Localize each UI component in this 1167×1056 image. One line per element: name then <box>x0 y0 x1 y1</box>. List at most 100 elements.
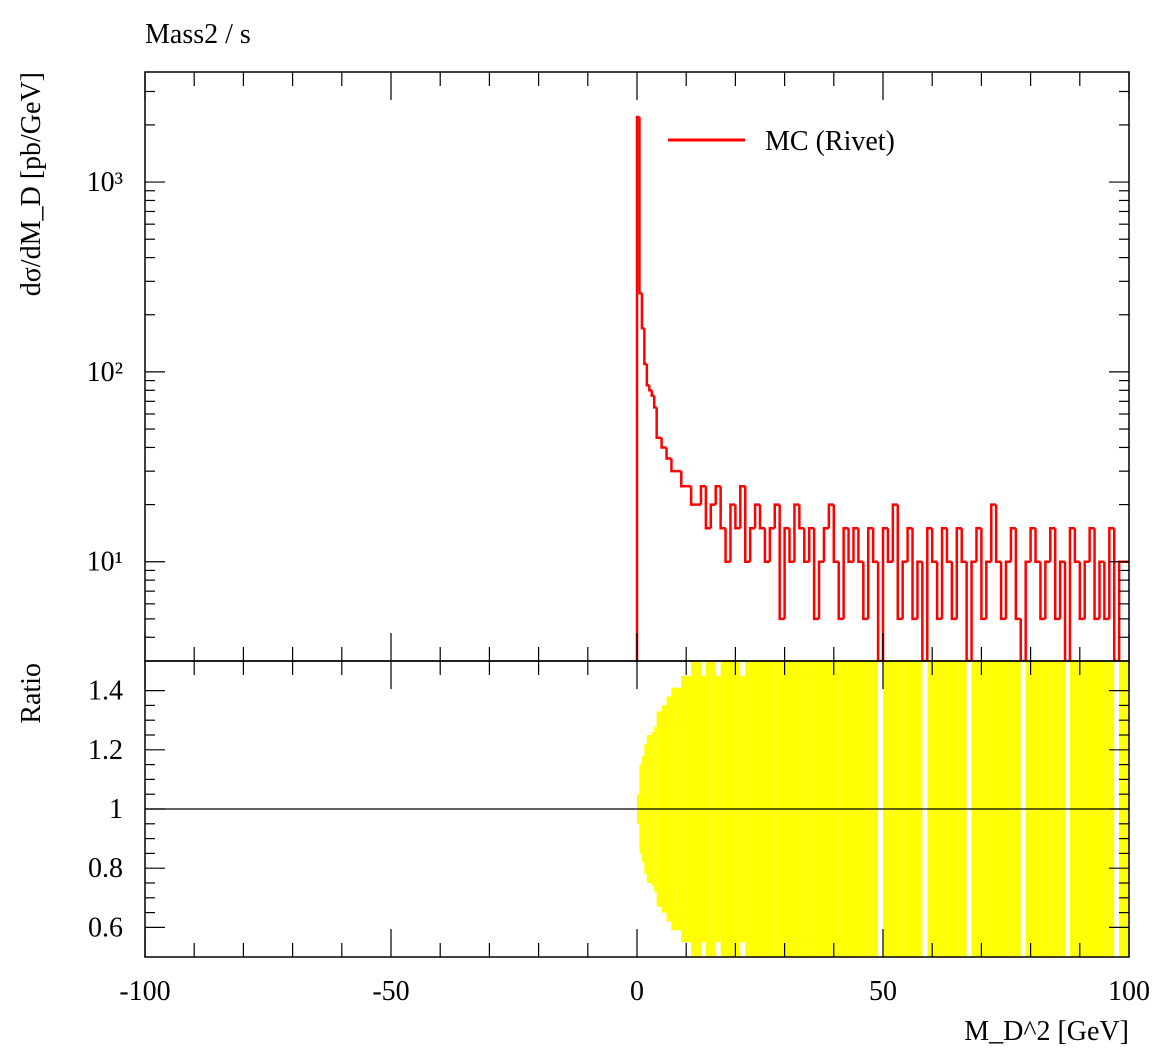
ratio-y-tick-label: 1.2 <box>88 735 123 766</box>
histogram-bin <box>842 527 849 619</box>
histogram-bin <box>862 561 869 621</box>
histogram-bin <box>940 527 947 619</box>
x-tick-label: 50 <box>869 976 897 1007</box>
axes: -100 -50 0 50 100 10¹ 10² 10³ 0.6 0.8 1 1.2 1.4 MC (R… <box>87 71 1150 1007</box>
histogram-bin <box>950 561 957 621</box>
x-tick-label: 0 <box>630 976 644 1007</box>
histogram-bin <box>1004 560 1011 619</box>
histogram-bin <box>807 527 815 562</box>
histogram-bin <box>643 328 647 366</box>
histogram-bin <box>1063 561 1070 661</box>
histogram-bin <box>748 527 756 562</box>
histogram-bin <box>655 407 662 439</box>
histogram-bin <box>699 484 706 505</box>
histogram-bin <box>1068 527 1075 661</box>
histogram-bin <box>665 447 672 460</box>
histogram-bin <box>1073 528 1080 563</box>
histogram-bin <box>916 560 923 619</box>
histogram-bin <box>1088 527 1095 562</box>
histogram-bin <box>1044 560 1051 619</box>
histogram-bin <box>753 503 760 529</box>
histogram-bin <box>906 527 913 562</box>
histogram-bin <box>803 528 810 563</box>
histogram-bin <box>660 437 667 449</box>
histogram-bin <box>999 561 1006 621</box>
x-tick-label: -50 <box>372 976 409 1007</box>
histogram-bin <box>989 503 997 562</box>
histogram-bin <box>812 528 820 621</box>
histogram-bin <box>926 527 933 661</box>
ratio-y-tick-label: 1.4 <box>88 676 123 707</box>
histogram-bin <box>852 527 859 562</box>
y-tick-label: 10³ <box>87 167 123 198</box>
histogram-bin <box>881 527 888 661</box>
histogram-bin <box>778 504 785 621</box>
histogram-bin <box>847 528 854 563</box>
ratio-axis-label: Ratio <box>16 663 47 724</box>
histogram-bin <box>773 503 780 529</box>
histogram-bin <box>650 390 655 397</box>
histogram-bin <box>709 503 716 529</box>
histogram-bin <box>827 503 834 529</box>
histogram-bin <box>857 528 864 563</box>
histogram-bin <box>652 395 657 409</box>
histogram-bin <box>1024 560 1031 661</box>
histogram-bin <box>648 385 652 392</box>
histogram-bin <box>1108 527 1115 619</box>
histogram-bin <box>970 560 977 661</box>
histogram-bin <box>768 527 775 562</box>
histogram-bin <box>788 528 795 563</box>
histogram-bin <box>975 527 982 562</box>
histogram-bin <box>930 528 938 563</box>
histogram-bin <box>960 528 967 563</box>
ratio-y-tick-label: 0.6 <box>88 912 123 943</box>
histogram-bin <box>955 527 962 619</box>
histogram-bin <box>837 561 844 621</box>
histogram-bin <box>704 486 711 530</box>
histogram-bin <box>1098 560 1105 619</box>
histogram-bin <box>945 528 952 563</box>
ratio-y-tick-label: 1 <box>109 794 123 825</box>
histogram-bin <box>891 503 898 562</box>
chart-title: Mass2 / s <box>145 19 251 50</box>
histogram-bin <box>1112 528 1120 661</box>
histogram-bin <box>876 561 883 661</box>
ratio-y-tick-label: 0.8 <box>88 853 123 884</box>
histogram-bin <box>1078 561 1085 621</box>
histogram-bin <box>994 504 1002 563</box>
histogram-bin <box>832 504 839 563</box>
histogram-bin <box>743 486 751 563</box>
histogram-bin <box>783 527 790 619</box>
histogram-bin <box>1039 561 1046 621</box>
histogram-bin <box>714 484 721 505</box>
histogram-bin <box>680 471 687 488</box>
histogram-bin <box>817 560 824 619</box>
histogram-bin <box>911 528 918 621</box>
histogram-bin <box>1117 560 1125 661</box>
histogram-bin <box>1019 618 1026 661</box>
histogram-bin <box>871 528 879 563</box>
histogram-bin <box>921 561 928 661</box>
x-tick-label: 100 <box>1108 976 1150 1007</box>
histogram-bin <box>734 504 741 530</box>
histogram-bin <box>1009 527 1016 562</box>
histogram-group <box>635 115 1129 661</box>
histogram-bin <box>645 364 650 387</box>
histogram-bin <box>1083 560 1090 619</box>
histogram-bin <box>901 560 908 619</box>
histogram-bin <box>896 504 903 621</box>
histogram-bin <box>822 527 829 562</box>
histogram-bin <box>980 528 987 621</box>
y-tick-label: 10¹ <box>87 547 123 578</box>
histogram-bin <box>1093 528 1100 621</box>
histogram-bin <box>638 117 642 295</box>
histogram-bin <box>729 503 736 562</box>
histogram-bin <box>1014 528 1021 621</box>
x-axis-label: M_D^2 [GeV] <box>964 1016 1129 1047</box>
histogram-bin <box>798 504 805 530</box>
y-axis-label: dσ/dM_D [pb/GeV] <box>16 72 47 296</box>
histogram-bin <box>1049 527 1056 562</box>
histogram-bin <box>935 561 943 621</box>
